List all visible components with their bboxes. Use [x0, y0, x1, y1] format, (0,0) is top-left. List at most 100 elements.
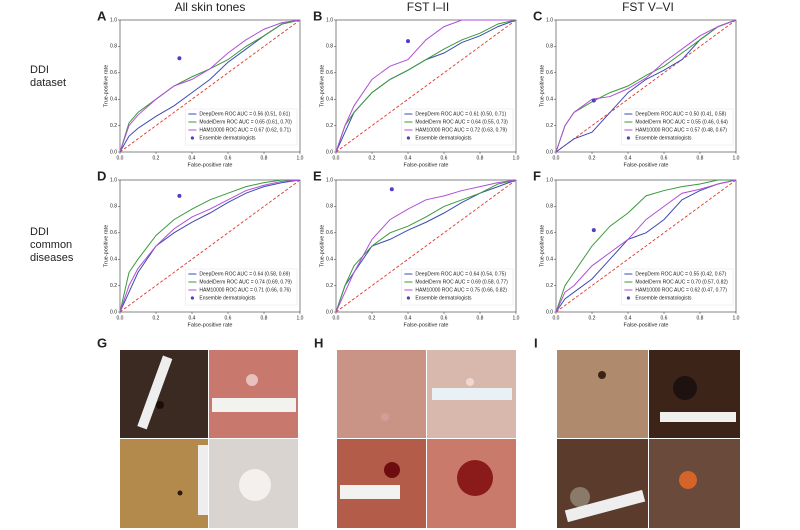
legend-label: Ensemble dermatologists [415, 295, 472, 301]
x-tick-label: 0.8 [477, 155, 484, 161]
x-tick-label: 0.8 [697, 315, 704, 321]
roc-curve [555, 19, 737, 153]
legend-label: DeepDerm ROC AUC = 0.50 (0.41, 0.58) [635, 111, 726, 117]
x-axis-label: False-positive rate [624, 162, 669, 168]
x-tick-label: 0.2 [589, 315, 596, 321]
y-tick-label: 0.4 [326, 257, 333, 263]
y-tick-label: 0.6 [326, 70, 333, 76]
legend-label: Ensemble dermatologists [635, 135, 692, 141]
roc-curve [335, 179, 517, 313]
x-axis-label: False-positive rate [404, 162, 449, 168]
y-tick-label: 0.2 [326, 123, 333, 129]
panel-label: A [97, 8, 107, 23]
y-tick-label: 0.8 [110, 44, 117, 50]
legend-swatch [406, 136, 410, 140]
x-tick-label: 0.0 [553, 315, 560, 321]
plot-area [119, 179, 301, 313]
roc-curve [555, 179, 737, 313]
legend-label: Ensemble dermatologists [415, 135, 472, 141]
y-tick-label: 1.0 [546, 17, 553, 23]
panel-label: C [533, 8, 543, 23]
legend-label: ModelDerm ROC AUC = 0.69 (0.58, 0.77) [415, 279, 508, 285]
x-tick-label: 0.0 [333, 155, 340, 161]
row-label: diseases [30, 252, 74, 264]
y-axis-label: True-positive rate [319, 65, 325, 108]
legend-label: ModelDerm ROC AUC = 0.55 (0.46, 0.64) [635, 119, 728, 125]
y-tick-label: 0.8 [546, 204, 553, 210]
column-title: FST I–II [407, 0, 449, 14]
y-tick-label: 0.2 [326, 283, 333, 289]
legend-label: HAM10000 ROC AUC = 0.57 (0.48, 0.67) [635, 127, 727, 133]
x-tick-label: 0.8 [261, 315, 268, 321]
legend-label: DeepDerm ROC AUC = 0.55 (0.42, 0.67) [635, 271, 726, 277]
y-axis-label: True-positive rate [103, 225, 109, 268]
x-tick-label: 0.2 [369, 315, 376, 321]
x-tick-label: 0.4 [625, 315, 632, 321]
y-tick-label: 0.0 [110, 149, 117, 155]
x-axis-label: False-positive rate [404, 322, 449, 328]
x-axis-label: False-positive rate [188, 162, 233, 168]
chance-line [335, 19, 517, 153]
y-tick-label: 0.6 [110, 70, 117, 76]
legend-box [185, 268, 298, 306]
legend-box [185, 108, 298, 146]
x-tick-label: 0.4 [405, 155, 412, 161]
x-axis-label: False-positive rate [624, 322, 669, 328]
legend-label: DeepDerm ROC AUC = 0.64 (0.54, 0.75) [415, 271, 506, 277]
x-tick-label: 0.2 [369, 155, 376, 161]
panel-label: B [313, 8, 322, 23]
legend-label: HAM10000 ROC AUC = 0.62 (0.47, 0.77) [635, 287, 727, 293]
legend-box [621, 268, 734, 306]
ensemble-point [591, 228, 596, 233]
chance-line [555, 179, 737, 313]
x-tick-label: 0.0 [333, 315, 340, 321]
x-tick-label: 0.0 [117, 315, 124, 321]
ensemble-point [406, 39, 410, 44]
chance-line [119, 19, 301, 153]
y-tick-label: 0.2 [110, 123, 117, 129]
x-tick-label: 0.4 [625, 155, 632, 161]
chance-line [335, 179, 517, 313]
panel-label: F [533, 168, 541, 183]
y-tick-label: 0.4 [546, 257, 553, 263]
legend-label: HAM10000 ROC AUC = 0.72 (0.63, 0.79) [415, 127, 507, 133]
y-axis-label: True-positive rate [103, 65, 109, 108]
y-tick-label: 0.6 [110, 230, 117, 236]
column-title: All skin tones [175, 0, 246, 14]
panel-label: G [97, 335, 107, 350]
legend-label: DeepDerm ROC AUC = 0.61 (0.50, 0.71) [415, 111, 506, 117]
x-tick-label: 0.6 [441, 155, 448, 161]
x-tick-label: 0.4 [405, 315, 412, 321]
roc-curve [555, 179, 737, 313]
legend-label: Ensemble dermatologists [635, 295, 692, 301]
plot-area [555, 19, 737, 153]
y-tick-label: 0.6 [546, 70, 553, 76]
legend-label: Ensemble dermatologists [199, 295, 256, 301]
y-tick-label: 0.8 [326, 44, 333, 50]
y-tick-label: 0.4 [110, 257, 117, 263]
y-tick-label: 0.2 [110, 283, 117, 289]
ensemble-point [177, 193, 182, 198]
roc-curve [335, 19, 517, 153]
legend-label: HAM10000 ROC AUC = 0.71 (0.66, 0.76) [199, 287, 291, 293]
x-tick-label: 0.6 [661, 155, 668, 161]
legend-label: HAM10000 ROC AUC = 0.67 (0.62, 0.71) [199, 127, 291, 133]
chance-line [119, 179, 301, 313]
x-tick-label: 0.4 [189, 315, 196, 321]
x-axis-label: False-positive rate [188, 322, 233, 328]
legend-swatch [626, 296, 631, 300]
legend-box [401, 268, 514, 306]
x-tick-label: 0.2 [589, 155, 596, 161]
x-tick-label: 1.0 [513, 155, 520, 161]
legend-label: ModelDerm ROC AUC = 0.70 (0.57, 0.82) [635, 279, 728, 285]
panel-label: D [97, 168, 106, 183]
x-tick-label: 1.0 [513, 315, 520, 321]
x-tick-label: 0.2 [153, 155, 160, 161]
x-tick-label: 0.8 [261, 155, 268, 161]
x-tick-label: 0.6 [441, 315, 448, 321]
legend-swatch [626, 136, 631, 140]
y-tick-label: 0.8 [326, 204, 333, 210]
y-tick-label: 1.0 [110, 17, 117, 23]
roc-curve [335, 179, 517, 313]
